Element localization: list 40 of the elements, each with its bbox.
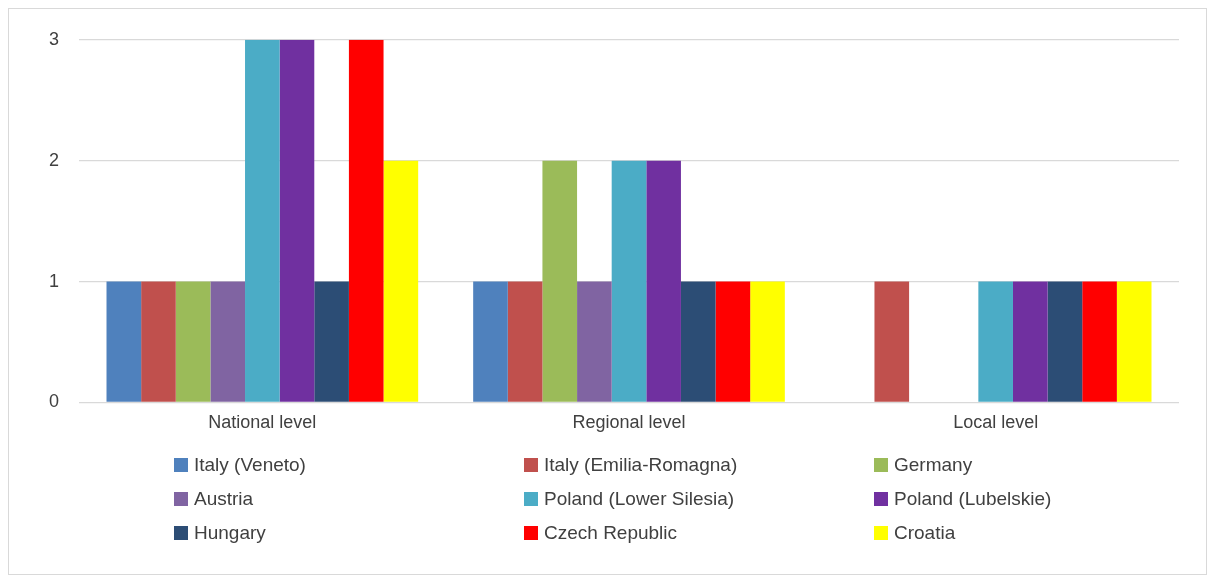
bar <box>507 281 543 402</box>
bar <box>1116 281 1152 402</box>
legend-label: Italy (Veneto) <box>194 454 306 476</box>
bar <box>646 160 681 402</box>
bar <box>106 281 142 402</box>
bar <box>1082 281 1117 402</box>
bar <box>1047 281 1083 402</box>
legend-label: Hungary <box>194 522 266 544</box>
legend-label: Italy (Emilia-Romagna) <box>544 454 738 476</box>
legend-label: Germany <box>894 454 973 476</box>
bar <box>577 281 612 402</box>
legend-label: Croatia <box>894 522 956 544</box>
y-tick-label: 0 <box>49 391 60 412</box>
bar <box>978 281 1013 402</box>
bar <box>874 281 910 402</box>
y-tick-label: 3 <box>49 28 60 49</box>
x-tick-label: Regional level <box>572 412 686 433</box>
bar <box>175 281 211 402</box>
y-tick-label: 2 <box>49 149 60 170</box>
legend-label: Poland (Lower Silesia) <box>544 488 735 510</box>
bar <box>1012 281 1048 402</box>
bar <box>210 281 246 402</box>
legend-label: Czech Republic <box>544 522 678 544</box>
legend-label: Poland (Lubelskie) <box>894 488 1052 510</box>
bar <box>348 39 384 402</box>
bar <box>473 281 508 402</box>
bar <box>715 281 751 402</box>
bar <box>611 160 647 402</box>
x-tick-label: National level <box>208 412 317 433</box>
bar <box>279 39 315 402</box>
bar <box>680 281 716 402</box>
bar <box>245 39 280 402</box>
bar <box>542 160 578 402</box>
x-tick-label: Local level <box>953 412 1039 433</box>
bar <box>383 160 419 402</box>
y-tick-label: 1 <box>49 270 60 291</box>
bar <box>314 281 349 402</box>
bar <box>750 281 785 402</box>
bar <box>141 281 176 402</box>
legend-label: Austria <box>194 488 254 510</box>
